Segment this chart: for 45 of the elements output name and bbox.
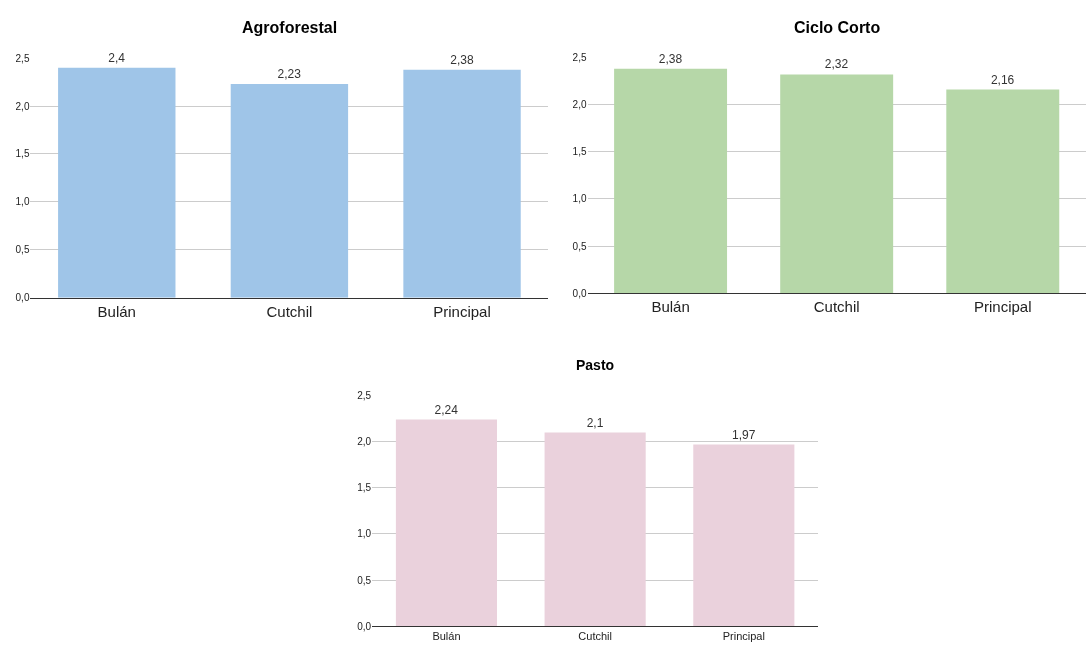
bar	[614, 68, 728, 294]
x-tick-label: Bulán	[651, 298, 690, 316]
chart-title: Pasto	[576, 357, 615, 373]
data-label: 2,23	[277, 67, 302, 82]
y-tick-label: 0,5	[572, 240, 587, 252]
y-tick-label: 1,5	[357, 482, 372, 494]
data-label: 2,38	[658, 51, 683, 66]
x-tick-label: Principal	[433, 302, 491, 320]
x-tick-label: Principal	[722, 630, 765, 643]
y-tick-label: 0,0	[15, 292, 30, 304]
x-tick-label: Bulán	[97, 302, 136, 320]
x-tick-label: Cutchil	[813, 298, 860, 316]
y-tick-label: 0,5	[15, 244, 30, 256]
data-label: 1,97	[731, 427, 756, 442]
bar	[780, 74, 894, 294]
chart-title: Ciclo Corto	[794, 19, 881, 36]
y-tick-label: 0,0	[572, 287, 587, 299]
x-tick-label: Cutchil	[578, 630, 612, 643]
y-tick-label: 1,0	[572, 193, 587, 205]
data-label: 2,24	[434, 402, 459, 417]
y-tick-label: 1,0	[357, 528, 372, 540]
data-label: 2,38	[450, 52, 474, 67]
bar	[544, 432, 646, 627]
bar	[946, 89, 1060, 294]
bar	[693, 444, 795, 627]
data-label: 2,1	[586, 415, 604, 430]
y-tick-label: 2,5	[572, 52, 587, 64]
x-tick-label: Bulán	[432, 630, 461, 643]
y-tick-label: 2,5	[357, 390, 372, 402]
y-tick-label: 2,0	[15, 100, 30, 112]
y-tick-label: 1,0	[15, 196, 30, 208]
y-tick-label: 0,5	[357, 574, 372, 586]
y-tick-label: 1,5	[15, 148, 30, 160]
data-label: 2,16	[990, 72, 1015, 87]
y-tick-label: 2,0	[357, 436, 372, 448]
data-label: 2,32	[824, 57, 849, 72]
y-tick-label: 1,5	[572, 146, 587, 158]
bar	[395, 419, 497, 627]
y-tick-label: 0,0	[357, 620, 372, 632]
y-tick-label: 2,0	[572, 99, 587, 111]
y-tick-label: 2,5	[15, 52, 30, 64]
data-label: 2,4	[108, 50, 126, 65]
x-tick-label: Principal	[974, 298, 1032, 316]
x-tick-label: Cutchil	[266, 302, 313, 320]
chart-title: Agroforestal	[242, 19, 338, 36]
